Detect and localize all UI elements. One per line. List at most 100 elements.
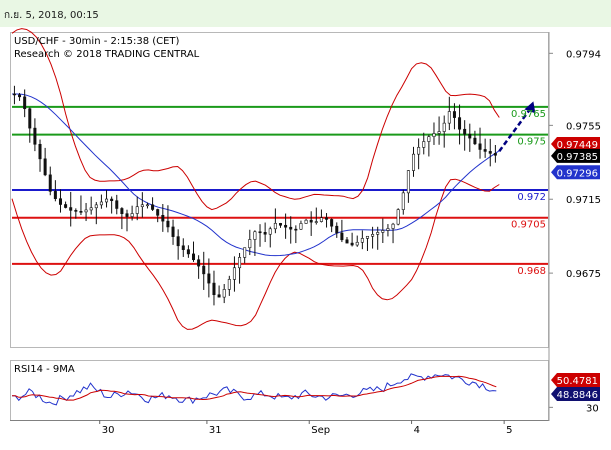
candle-body <box>273 223 277 230</box>
candle-body <box>258 231 262 234</box>
candle-body <box>263 231 267 235</box>
candle-body <box>365 235 369 239</box>
candle-body <box>176 236 180 247</box>
candle-body <box>48 174 52 192</box>
candle-body <box>473 137 477 145</box>
candle-body <box>243 247 247 258</box>
candle-body <box>483 149 487 152</box>
candle-body <box>442 122 446 132</box>
candle-body <box>28 108 32 129</box>
candle-body <box>33 127 37 145</box>
candle-body <box>105 198 109 203</box>
candle-body <box>401 192 405 210</box>
candle-body <box>386 228 390 231</box>
candle-body <box>488 151 492 154</box>
y-tick-label: 0.9675 <box>566 269 601 280</box>
candle-body <box>94 204 98 209</box>
price-badge-label: 0.97385 <box>557 152 598 163</box>
candle-body <box>432 133 436 137</box>
candle-body <box>192 253 196 261</box>
candle-body <box>325 217 329 220</box>
rsi-badge-label: 48.8846 <box>557 390 598 401</box>
forecast-arrow-line <box>498 106 533 152</box>
timestamp-label: ก.ย. 5, 2018, 00:15 <box>4 10 99 21</box>
price-badge-label: 0.97296 <box>557 168 598 179</box>
rsi-y-tick-label: 30 <box>586 403 599 414</box>
candle-body <box>23 96 27 110</box>
candle-body <box>84 209 88 213</box>
candle-body <box>58 198 62 205</box>
candle-body <box>350 242 354 246</box>
candle-body <box>202 265 206 275</box>
candle-body <box>371 234 375 237</box>
rsi-badge <box>551 387 600 401</box>
level-label: 0.968 <box>517 266 546 277</box>
candle-body <box>360 238 364 243</box>
candle-body <box>125 213 129 217</box>
candle-body <box>422 141 426 148</box>
y-tick-label: 0.9755 <box>566 121 601 132</box>
candle-body <box>238 257 242 269</box>
candle-body <box>412 153 416 171</box>
candle-body <box>12 93 16 96</box>
candle-body <box>253 231 257 240</box>
candle-body <box>212 282 216 296</box>
candle-body <box>156 209 160 216</box>
bollinger-lower-line <box>11 178 500 330</box>
candle-body <box>18 94 22 98</box>
candle-body <box>458 117 462 130</box>
candle-body <box>340 232 344 241</box>
x-tick-label: 31 <box>209 425 222 436</box>
candle-body <box>335 225 339 234</box>
level-label: 0.972 <box>517 192 546 203</box>
candle-body <box>294 228 298 231</box>
x-tick-label: 4 <box>414 425 420 436</box>
candle-body <box>427 136 431 142</box>
rsi-ma-line <box>11 375 497 401</box>
candle-body <box>396 209 400 225</box>
candle-body <box>299 223 303 230</box>
candle-body <box>74 210 78 212</box>
candle-body <box>468 133 472 139</box>
candle-body <box>232 267 236 280</box>
candle-body <box>478 143 482 150</box>
candle-body <box>227 279 231 290</box>
candle-body <box>166 220 170 228</box>
y-tick-label: 0.9794 <box>566 49 601 60</box>
candle-body <box>463 128 467 135</box>
x-tick-label: Sep <box>311 425 330 436</box>
candle-body <box>314 221 318 223</box>
price-badge-label: 0.97449 <box>557 140 598 151</box>
forecast-arrow-head <box>524 101 536 114</box>
y-tick-label: 0.9715 <box>566 195 601 206</box>
candle-body <box>171 226 175 237</box>
candle-body <box>115 200 119 209</box>
candle-body <box>79 211 83 213</box>
candle-body <box>330 219 334 227</box>
x-tick-label: 30 <box>102 425 115 436</box>
price-badge <box>551 148 600 163</box>
candle-body <box>89 207 93 211</box>
rsi-title: RSI14 - 9MA <box>14 364 75 375</box>
price-badge <box>551 137 600 152</box>
candle-body <box>406 170 410 194</box>
candle-body <box>53 191 57 199</box>
rsi-badge-label: 50.4781 <box>557 376 598 387</box>
candle-body <box>319 217 323 222</box>
candle-body <box>248 239 252 249</box>
candle-body <box>186 249 190 255</box>
candle-body <box>197 259 201 267</box>
candle-body <box>64 204 68 208</box>
candle-body <box>304 219 308 224</box>
candle-body <box>110 198 114 202</box>
chart-title: USD/CHF - 30min - 2:15:38 (CET) <box>14 36 180 47</box>
candle-body <box>417 147 421 155</box>
x-tick-label: 5 <box>506 425 512 436</box>
candle-body <box>493 153 497 156</box>
level-label: 0.975 <box>517 137 546 148</box>
candle-body <box>289 226 293 230</box>
rsi-plot-frame <box>10 360 549 421</box>
moving-average-line <box>12 93 500 257</box>
candle-body <box>309 219 313 223</box>
